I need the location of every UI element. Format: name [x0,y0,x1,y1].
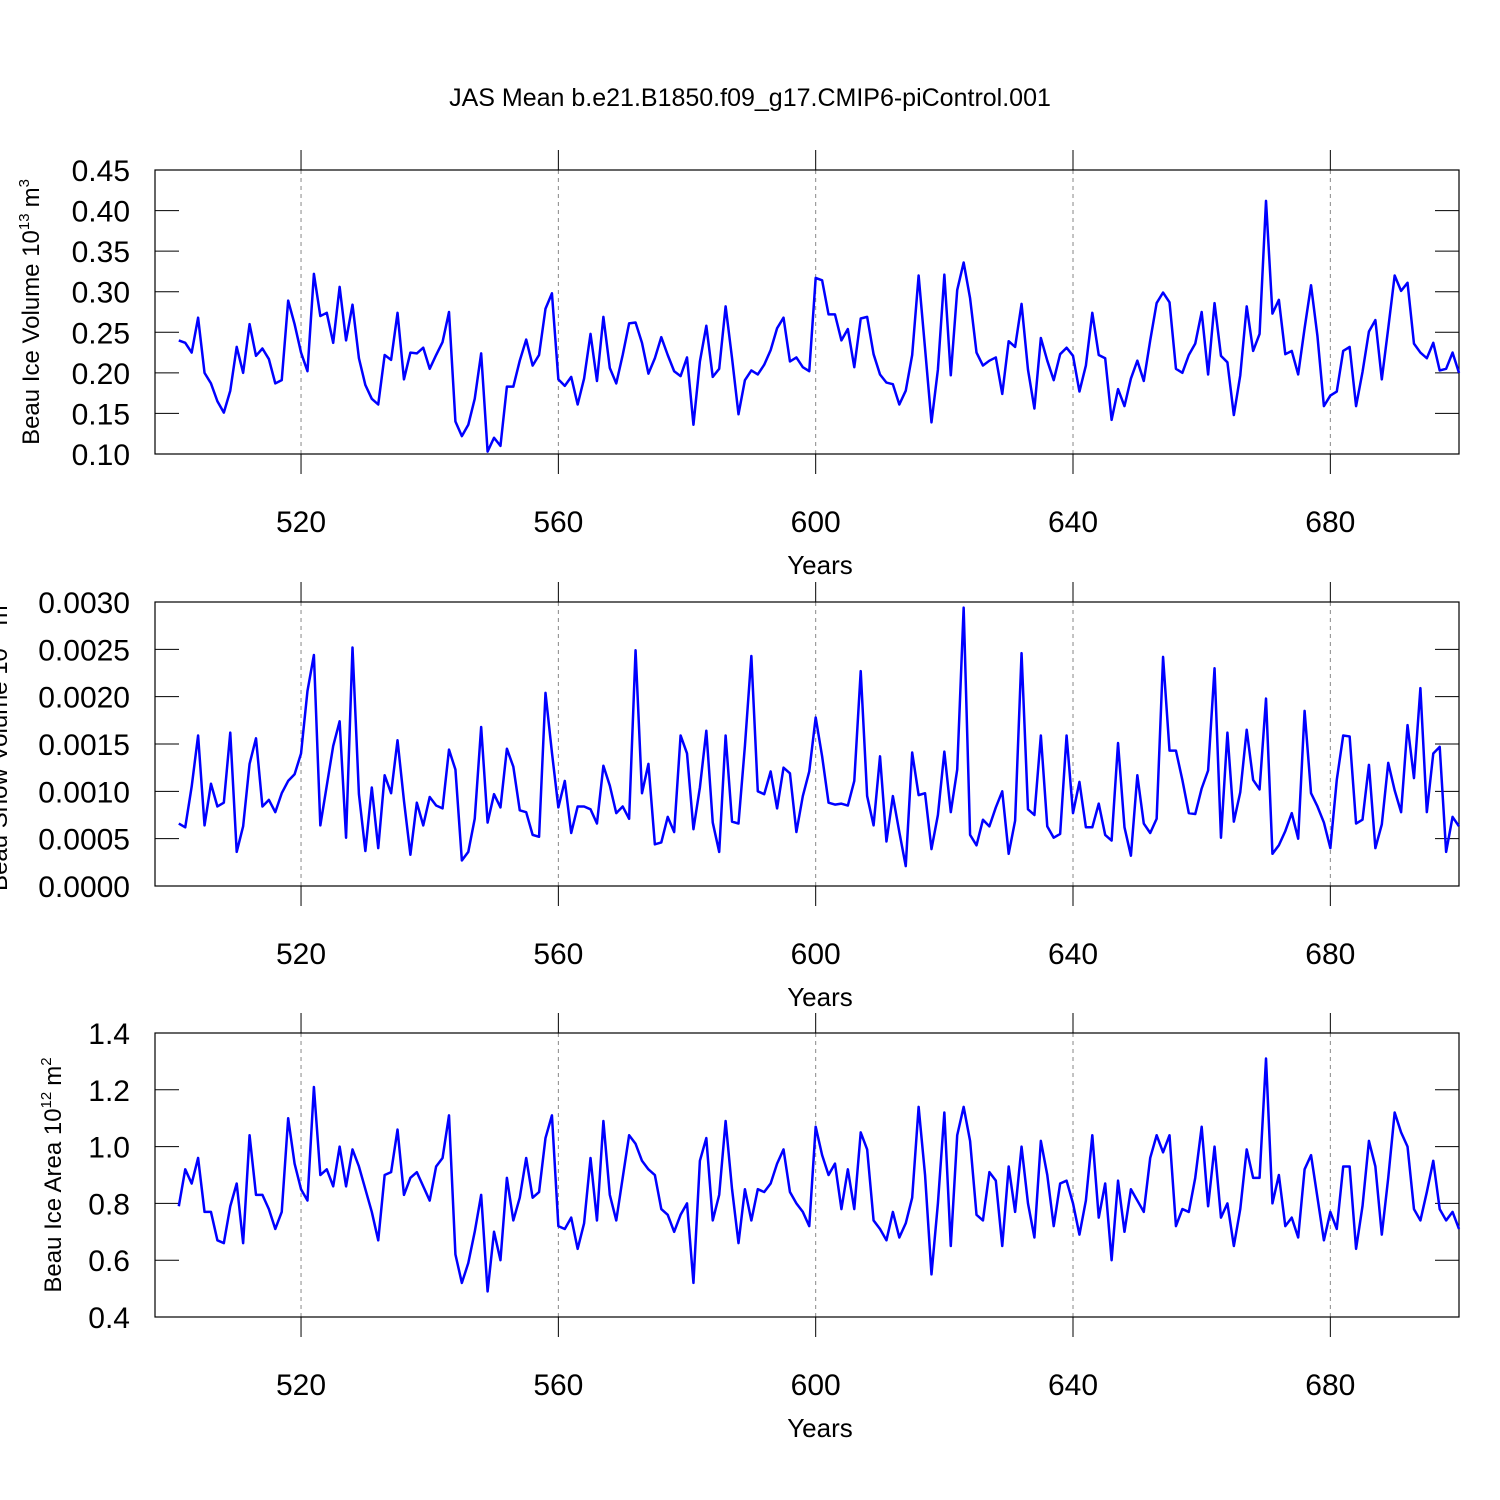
y-axis-label-unit: m [40,1066,67,1086]
panel: 520 560 600 640 680 0.0000 0.0005 0.0010 0.0015 0… [0,582,1461,1012]
y-axis-label-unit-exp: 3 [16,179,33,187]
y-axis-label-text: Beau Ice Volume 10 [18,230,45,445]
y-tick-label: 0.0015 [38,729,130,762]
x-tick-label: 520 [276,1369,326,1402]
panel: 520 560 600 640 680 0.10 0.15 0.20 0.25 0.30 0.35 0… [16,150,1461,580]
x-tick-label: 600 [791,938,841,971]
y-axis-label-exp: 13 [0,631,1,648]
x-axis-label: Years [787,982,853,1012]
y-axis-label: Beau Ice Area 1012 m2 [38,1057,67,1292]
x-tick-label: 640 [1048,506,1098,539]
y-axis-label-unit: m [18,187,45,207]
y-tick-label: 0.6 [88,1245,130,1278]
y-axis-label: Beau Ice Volume 1013 m3 [16,179,45,445]
data-line [177,1057,1461,1293]
y-axis-label-unit-exp: 3 [0,597,1,605]
y-tick-label: 1.4 [88,1018,130,1051]
y-axis-label-unit: m [0,605,13,625]
x-tick-label: 600 [791,1369,841,1402]
y-tick-label: 0.20 [72,358,130,391]
data-line [178,199,1461,453]
y-tick-label: 0.10 [72,439,130,472]
x-tick-label: 640 [1048,1369,1098,1402]
y-tick-label: 0.0010 [38,776,130,809]
x-tick-label: 560 [533,938,583,971]
x-tick-label: 560 [533,1369,583,1402]
x-axis-label: Years [787,550,853,580]
y-axis-label-text: Beau Ice Area 10 [40,1108,67,1292]
x-tick-label: 600 [791,506,841,539]
y-tick-label: 0.25 [72,317,130,350]
x-tick-label: 560 [533,506,583,539]
y-tick-label: 0.15 [72,398,130,431]
y-tick-label: 0.0005 [38,824,130,857]
x-tick-label: 680 [1305,1369,1355,1402]
x-tick-label: 680 [1305,506,1355,539]
x-tick-label: 640 [1048,938,1098,971]
figure-title: JAS Mean b.e21.B1850.f09_g17.CMIP6-piCon… [449,84,1051,112]
x-tick-label: 680 [1305,938,1355,971]
y-tick-label: 0.30 [72,277,130,310]
y-tick-label: 0.0025 [38,634,130,667]
panel: 520 560 600 640 680 0.4 0.6 0.8 1.0 1.2 1.4 Years Be… [38,1013,1461,1443]
y-tick-label: 0.0020 [38,682,130,715]
y-tick-label: 0.8 [88,1188,130,1221]
data-line [178,606,1461,868]
y-tick-label: 0.0030 [38,587,130,620]
y-tick-label: 0.35 [72,236,130,269]
y-tick-label: 1.0 [88,1132,130,1165]
y-axis-label-exp: 13 [16,213,33,230]
y-axis-label: Beau Snow Volume 1013 m3 [0,597,13,891]
plot-frame [154,601,1460,887]
x-axis-label: Years [787,1413,853,1443]
y-axis-label-exp: 12 [38,1092,55,1109]
y-tick-label: 0.45 [72,155,130,188]
x-tick-label: 520 [276,506,326,539]
y-tick-label: 1.2 [88,1075,130,1108]
y-axis-label-unit-exp: 2 [38,1057,55,1065]
plot-frame [154,1032,1460,1318]
plot-frame [154,169,1460,455]
x-tick-label: 520 [276,938,326,971]
y-tick-label: 0.0000 [38,871,130,904]
y-tick-label: 0.40 [72,196,130,229]
y-axis-label-text: Beau Snow Volume 10 [0,648,13,891]
y-tick-label: 0.4 [88,1302,130,1335]
